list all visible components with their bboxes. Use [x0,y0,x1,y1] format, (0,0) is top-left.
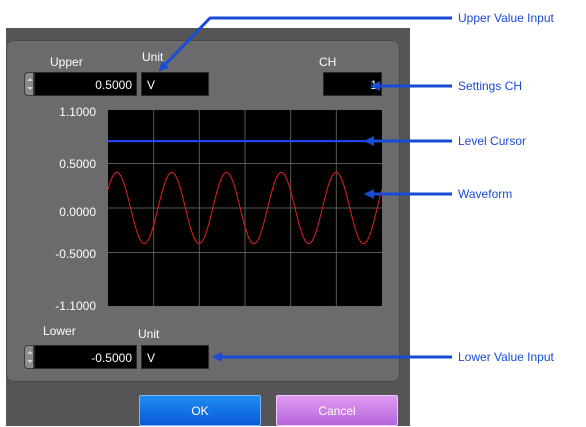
lower-unit-label: Unit [138,327,160,341]
lower-unit-input[interactable]: V [141,345,209,369]
waveform-trace [107,171,383,245]
lower-value-input[interactable]: -0.5000 [34,345,137,369]
y-tick-label: 1.1000 [59,105,96,119]
waveform-graph-canvas [107,110,383,306]
y-tick-label: -1.1000 [55,299,96,313]
callout-settings-ch: Settings CH [458,79,523,93]
upper-value-input[interactable]: 0.5000 [34,72,137,96]
lower-label: Lower [43,324,76,338]
upper-label: Upper [50,55,83,69]
waveform-graph[interactable] [107,110,383,306]
y-tick-label: -0.5000 [55,247,96,261]
y-tick-label: 0.0000 [59,205,96,219]
ch-input[interactable]: 1 [323,72,382,96]
cancel-button[interactable]: Cancel [276,395,398,426]
upper-unit-label: Unit [142,50,164,64]
ok-button[interactable]: OK [139,395,261,426]
y-tick-label: 0.5000 [59,157,96,171]
upper-unit-input[interactable]: V [141,72,209,96]
ch-label: CH [319,55,337,69]
callout-waveform: Waveform [458,187,513,201]
callout-upper-value-input: Upper Value Input [458,11,554,25]
callout-lower-value-input: Lower Value Input [458,350,554,364]
upper-value-spinner[interactable] [24,72,34,96]
lower-value-spinner[interactable] [24,345,34,369]
graph-grid [108,110,382,306]
callout-level-cursor: Level Cursor [458,134,527,148]
